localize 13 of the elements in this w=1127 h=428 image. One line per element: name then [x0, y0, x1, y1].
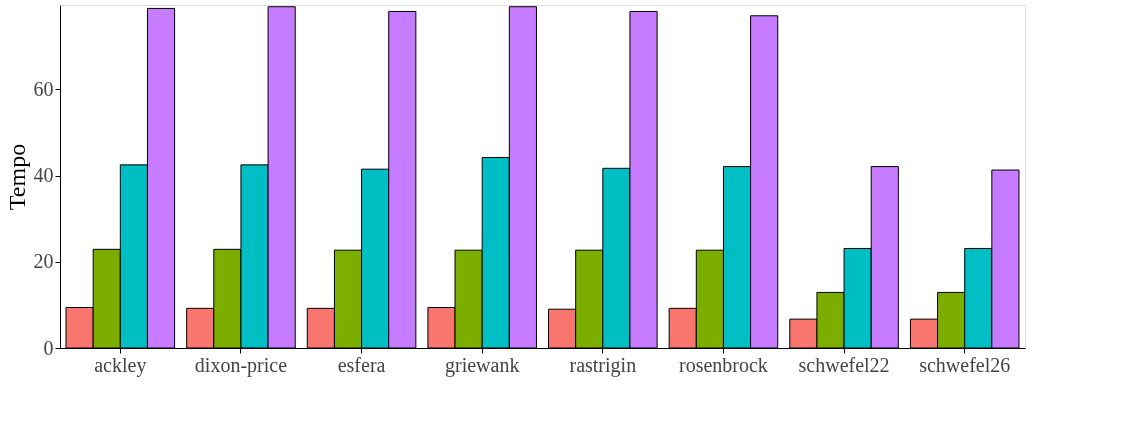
- x-tick-label: rastrigin: [569, 353, 637, 377]
- x-tick-label: schwefel22: [798, 353, 890, 376]
- y-tick-label: 60: [33, 77, 54, 100]
- x-tick-label: esfera: [337, 353, 386, 376]
- y-tick-label: 20: [33, 250, 54, 273]
- x-tick-label: dixon-price: [194, 353, 288, 377]
- y-axis-title: Tempo: [3, 143, 30, 211]
- x-tick-label: rosenbrock: [679, 353, 768, 376]
- x-tick-label: griewank: [444, 353, 520, 377]
- x-tick-label: schwefel26: [919, 353, 1011, 376]
- y-tick-label: 0: [43, 336, 54, 359]
- x-tick-label: ackley: [94, 353, 147, 377]
- y-tick-label: 40: [33, 164, 54, 187]
